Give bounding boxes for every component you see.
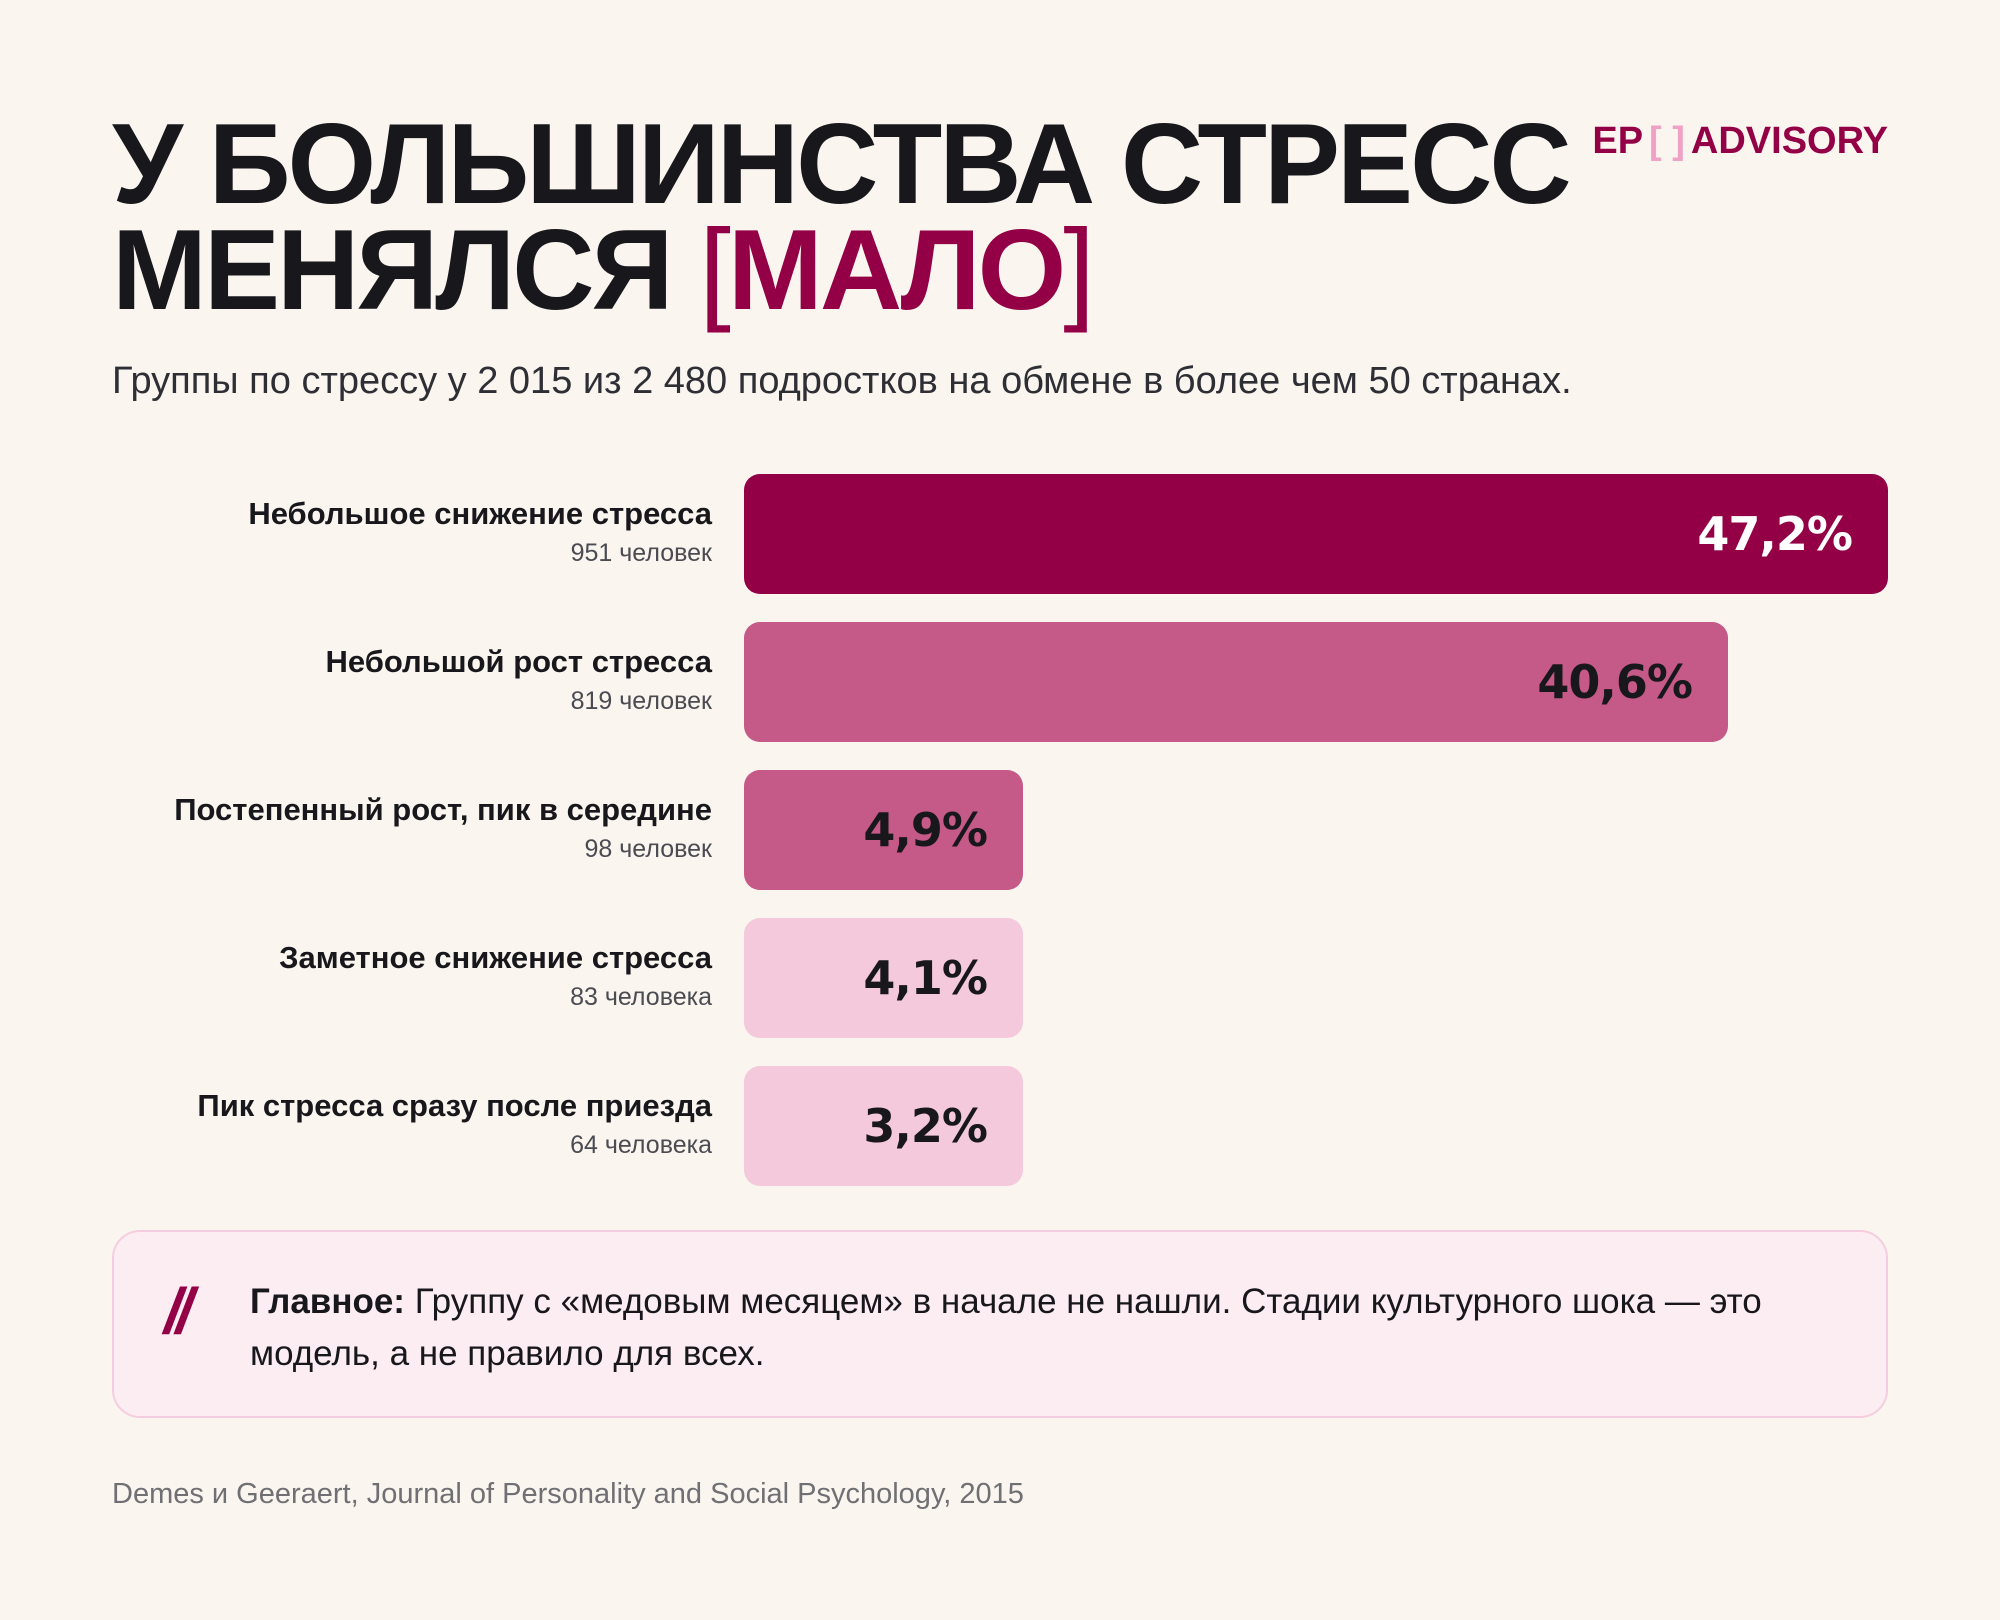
bar-2: 40,6% [744,622,1728,742]
bar-label-1: Небольшое снижение стресса 951 человек [100,494,712,568]
category-name: Пик стресса сразу после приезда [197,1088,712,1123]
bar-value-label: 3,2% [863,1099,988,1153]
page-title: У БОЛЬШИНСТВА СТРЕСС МЕНЯЛСЯ [МАЛО] [112,101,1572,328]
bar-label-5: Пик стресса сразу после приезда 64 челове… [100,1086,712,1160]
bar-label-2: Небольшой рост стресса 819 человек [100,642,712,716]
title-bracket-close: ] [1063,207,1095,334]
title-accent: [МАЛО] [699,207,1095,334]
brand-logo: EP[ ] ADVISORY [1592,120,1888,163]
category-count: 819 человек [570,687,712,715]
key-takeaway-callout: // Главное: Группу с «медовым месяцем» в… [112,1230,1888,1418]
page-subtitle: Группы по стрессу у 2 015 из 2 480 подро… [112,360,1572,402]
callout-text: Главное: Группу с «медовым месяцем» в на… [250,1276,1830,1380]
bar-value-label: 4,9% [863,803,988,857]
callout-lead: Главное: [250,1282,405,1321]
bar-value-label: 47,2% [1697,507,1853,561]
bar-label-4: Заметное снижение стресса 83 человека [100,938,712,1012]
title-line-1: У БОЛЬШИНСТВА СТРЕСС [112,101,1572,228]
bar-5: 3,2% [744,1066,1023,1186]
logo-left: EP [1592,120,1644,162]
logo-right: ADVISORY [1690,120,1888,162]
callout-body: Группу с «медовым месяцем» в начале не н… [250,1282,1762,1373]
bar-value-label: 4,1% [863,951,988,1005]
title-line-2-text: МЕНЯЛСЯ [112,207,674,334]
category-count: 83 человека [570,983,712,1011]
category-name: Заметное снижение стресса [279,940,712,975]
category-count: 64 человека [570,1131,712,1159]
title-accent-word: МАЛО [727,207,1066,334]
category-count: 951 человек [570,539,712,567]
category-name: Постепенный рост, пик в середине [174,792,712,827]
logo-bracket: [ ] [1649,120,1685,162]
double-slash-quote-icon: // [164,1275,193,1347]
source-citation: Demes и Geeraert, Journal of Personality… [112,1478,1024,1510]
category-count: 98 человек [584,835,712,863]
bar-1: 47,2% [744,474,1888,594]
bar-3: 4,9% [744,770,1023,890]
bar-label-3: Постепенный рост, пик в середине 98 челов… [100,790,712,864]
category-name: Небольшое снижение стресса [248,496,712,531]
title-bracket-open: [ [699,207,731,334]
bar-4: 4,1% [744,918,1023,1038]
title-line-2: МЕНЯЛСЯ [МАЛО] [112,214,1569,328]
category-name: Небольшой рост стресса [325,644,712,679]
bar-value-label: 40,6% [1537,655,1693,709]
